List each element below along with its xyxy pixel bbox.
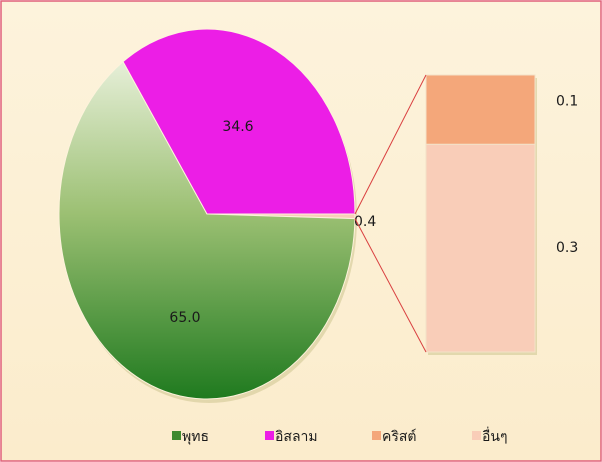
legend-swatch: [172, 431, 181, 440]
bar-segment: [425, 143, 536, 353]
legend-swatch: [472, 431, 481, 440]
legend-label: คริสต์: [382, 428, 417, 445]
connector-line: [354, 74, 427, 215]
bar-segment: [425, 74, 536, 145]
data-label: 65.0: [169, 310, 200, 326]
data-label: 0.4: [354, 214, 376, 230]
data-label: 0.3: [556, 240, 578, 256]
data-label: 34.6: [222, 119, 253, 135]
legend-label: อิสลาม: [275, 429, 318, 445]
legend-swatch: [372, 431, 381, 440]
data-label: 0.1: [556, 94, 578, 110]
pie-slice: [58, 60, 356, 400]
pie-slice: [122, 28, 356, 215]
connector-line: [354, 218, 427, 353]
legend-swatch: [265, 431, 274, 440]
legend-label: พุทธ: [182, 429, 209, 445]
legend-label: อื่นๆ: [482, 427, 508, 445]
